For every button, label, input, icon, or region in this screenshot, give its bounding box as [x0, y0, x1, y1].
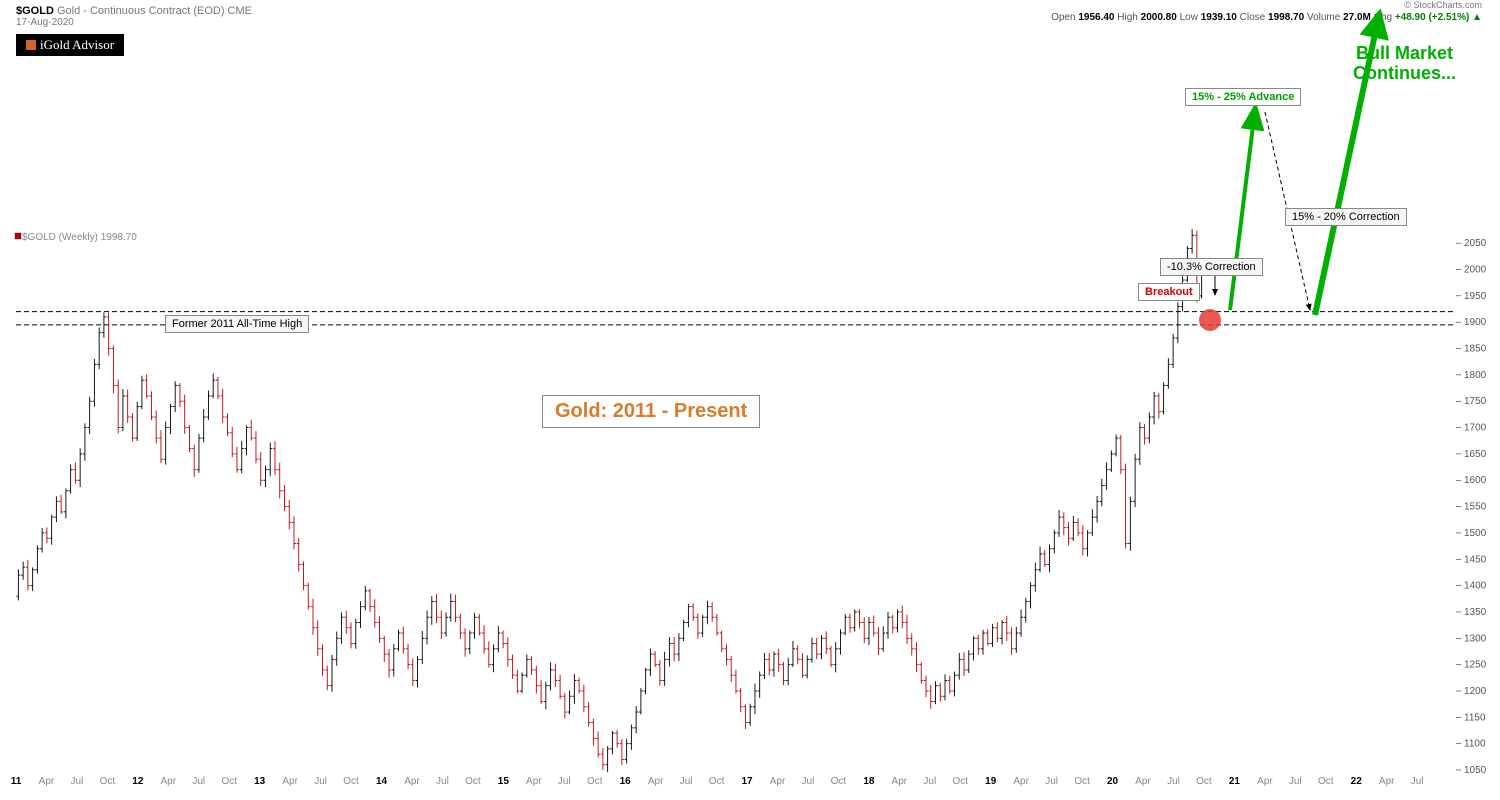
svg-text:Apr: Apr [1013, 776, 1029, 787]
svg-text:Oct: Oct [1196, 776, 1212, 787]
svg-text:Apr: Apr [404, 776, 420, 787]
svg-text:Oct: Oct [100, 776, 116, 787]
svg-text:1600: 1600 [1464, 475, 1487, 486]
svg-text:Apr: Apr [648, 776, 664, 787]
svg-text:Apr: Apr [1257, 776, 1273, 787]
svg-text:Jul: Jul [192, 776, 205, 787]
svg-text:22: 22 [1351, 776, 1363, 787]
svg-text:1150: 1150 [1464, 712, 1486, 723]
svg-text:Apr: Apr [161, 776, 177, 787]
svg-text:20: 20 [1107, 776, 1119, 787]
correction-15pct-label: 15% - 20% Correction [1285, 208, 1407, 226]
svg-text:15: 15 [498, 776, 510, 787]
svg-text:2050: 2050 [1464, 238, 1487, 249]
svg-text:16: 16 [620, 776, 632, 787]
svg-text:1250: 1250 [1464, 660, 1487, 671]
weekly-label: $GOLD (Weekly) 1998.70 [22, 232, 137, 243]
svg-text:1650: 1650 [1464, 449, 1487, 460]
svg-text:17: 17 [741, 776, 753, 787]
svg-text:19: 19 [985, 776, 997, 787]
svg-text:Apr: Apr [770, 776, 786, 787]
svg-text:Jul: Jul [436, 776, 449, 787]
svg-text:Jul: Jul [1411, 776, 1424, 787]
svg-text:Jul: Jul [802, 776, 815, 787]
svg-text:Apr: Apr [1379, 776, 1395, 787]
svg-text:Oct: Oct [465, 776, 481, 787]
svg-text:Jul: Jul [1167, 776, 1180, 787]
svg-text:Oct: Oct [831, 776, 847, 787]
svg-text:Oct: Oct [1074, 776, 1090, 787]
svg-text:1900: 1900 [1464, 317, 1487, 328]
correction-10pct-label: -10.3% Correction [1160, 258, 1263, 276]
svg-text:18: 18 [863, 776, 875, 787]
svg-text:1700: 1700 [1464, 423, 1487, 434]
svg-text:Oct: Oct [343, 776, 359, 787]
svg-text:Apr: Apr [892, 776, 908, 787]
svg-text:1350: 1350 [1464, 607, 1487, 618]
svg-text:Oct: Oct [587, 776, 603, 787]
svg-text:Jul: Jul [558, 776, 571, 787]
svg-text:Jul: Jul [1289, 776, 1302, 787]
svg-text:1750: 1750 [1464, 396, 1487, 407]
svg-text:Jul: Jul [680, 776, 693, 787]
svg-text:Jul: Jul [314, 776, 327, 787]
svg-text:1550: 1550 [1464, 502, 1487, 513]
svg-text:14: 14 [376, 776, 388, 787]
bull-market-label: Bull MarketContinues... [1353, 44, 1456, 84]
svg-text:Jul: Jul [923, 776, 936, 787]
svg-text:Oct: Oct [709, 776, 725, 787]
svg-text:1100: 1100 [1464, 739, 1486, 750]
svg-text:1800: 1800 [1464, 370, 1487, 381]
svg-text:1500: 1500 [1464, 528, 1487, 539]
svg-text:2000: 2000 [1464, 265, 1487, 276]
svg-text:Apr: Apr [1135, 776, 1151, 787]
resistance-label: Former 2011 All-Time High [165, 315, 309, 333]
svg-text:1950: 1950 [1464, 291, 1487, 302]
svg-text:Apr: Apr [282, 776, 298, 787]
svg-text:Oct: Oct [952, 776, 968, 787]
svg-text:1400: 1400 [1464, 581, 1487, 592]
svg-text:13: 13 [254, 776, 266, 787]
svg-text:1850: 1850 [1464, 344, 1487, 355]
svg-text:11: 11 [11, 776, 22, 787]
svg-text:12: 12 [132, 776, 144, 787]
svg-text:1050: 1050 [1464, 765, 1487, 776]
svg-text:Apr: Apr [526, 776, 542, 787]
svg-text:1450: 1450 [1464, 554, 1487, 565]
svg-text:Jul: Jul [71, 776, 84, 787]
svg-text:1200: 1200 [1464, 686, 1487, 697]
chart-title: Gold: 2011 - Present [542, 395, 760, 428]
svg-text:1300: 1300 [1464, 633, 1487, 644]
svg-text:Oct: Oct [1318, 776, 1334, 787]
advance-label: 15% - 25% Advance [1185, 88, 1301, 106]
svg-text:Apr: Apr [39, 776, 55, 787]
breakout-label: Breakout [1138, 283, 1200, 301]
svg-text:21: 21 [1229, 776, 1241, 787]
svg-text:Jul: Jul [1045, 776, 1058, 787]
svg-text:Oct: Oct [221, 776, 237, 787]
